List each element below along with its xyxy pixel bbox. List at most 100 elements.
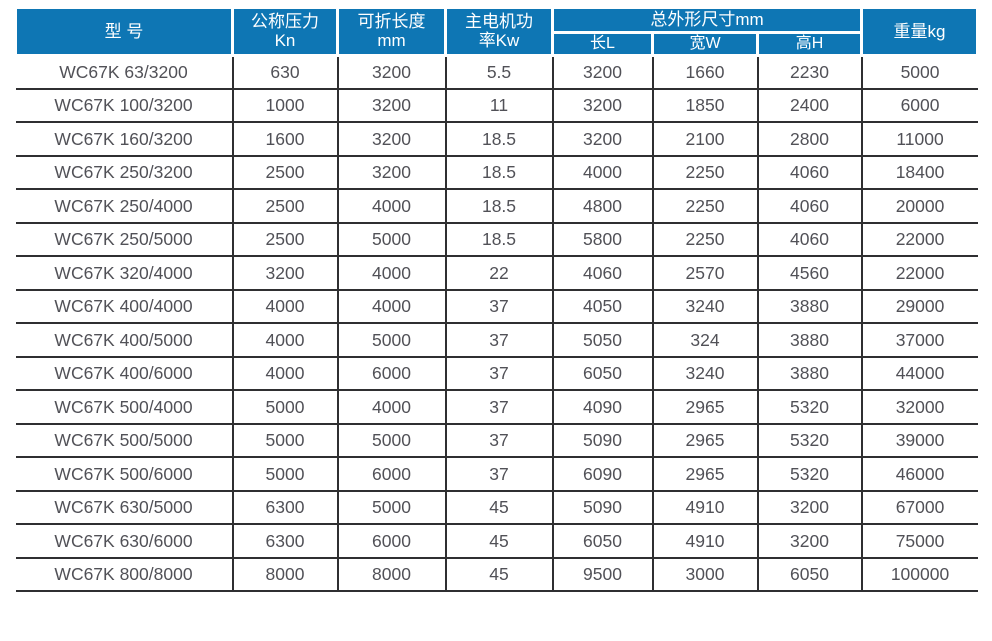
cell-nominal-pressure: 5000 bbox=[232, 423, 339, 459]
table-body: WC67K 63/3200 630 3200 5.5 3200 1660 2230 5000 W… bbox=[15, 55, 978, 593]
cell-fold-length: 6000 bbox=[337, 524, 447, 559]
cell-dim-height: 6050 bbox=[757, 557, 863, 593]
cell-nominal-pressure: 4000 bbox=[232, 356, 339, 392]
table-row: WC67K 630/5000 6300 5000 45 5090 4910 3200 6700… bbox=[15, 490, 978, 526]
cell-dim-width: 2250 bbox=[652, 189, 759, 224]
table-row: WC67K 250/4000 2500 4000 18.5 4800 2250 4060 20… bbox=[15, 189, 978, 224]
header-model: 型 号 bbox=[14, 6, 234, 57]
cell-model: WC67K 400/4000 bbox=[15, 289, 234, 325]
cell-dim-width: 3240 bbox=[652, 289, 759, 325]
table-row: WC67K 63/3200 630 3200 5.5 3200 1660 2230 5000 bbox=[15, 55, 978, 90]
header-fold-length-line1: 可折长度 bbox=[357, 11, 426, 31]
cell-dim-height: 2400 bbox=[757, 88, 863, 124]
cell-dim-width: 2250 bbox=[652, 222, 759, 258]
cell-dim-width: 2965 bbox=[652, 457, 759, 492]
cell-motor-power: 18.5 bbox=[445, 189, 554, 224]
cell-dim-length: 6050 bbox=[552, 524, 654, 559]
header-dim-length: 长L bbox=[551, 30, 654, 57]
cell-motor-power: 22 bbox=[445, 256, 554, 291]
cell-fold-length: 3200 bbox=[337, 55, 447, 90]
cell-dim-height: 3880 bbox=[757, 323, 863, 358]
cell-dim-width: 1850 bbox=[652, 88, 759, 124]
cell-dim-length: 4050 bbox=[552, 289, 654, 325]
cell-dim-length: 5050 bbox=[552, 323, 654, 358]
cell-dim-width: 3000 bbox=[652, 557, 759, 593]
cell-fold-length: 8000 bbox=[337, 557, 447, 593]
cell-weight: 67000 bbox=[861, 490, 978, 526]
table-row: WC67K 500/4000 5000 4000 37 4090 2965 5320 3200… bbox=[15, 390, 978, 425]
header-dim-height: 高H bbox=[755, 30, 864, 57]
cell-dim-height: 5320 bbox=[757, 390, 863, 425]
cell-weight: 29000 bbox=[861, 289, 978, 325]
header-fold-length-line2: mm bbox=[377, 31, 406, 51]
cell-dim-width: 2250 bbox=[652, 155, 759, 191]
cell-dim-length: 3200 bbox=[552, 55, 654, 90]
cell-model: WC67K 500/6000 bbox=[15, 457, 234, 492]
header-nominal-pressure-line2: Kn bbox=[274, 31, 296, 51]
cell-model: WC67K 250/3200 bbox=[15, 155, 234, 191]
cell-dim-height: 5320 bbox=[757, 423, 863, 459]
table-row: WC67K 160/3200 1600 3200 18.5 3200 2100 2800 11… bbox=[15, 122, 978, 157]
header-nominal-pressure: 公称压力 Kn bbox=[231, 6, 339, 57]
cell-nominal-pressure: 1600 bbox=[232, 122, 339, 157]
table-row: WC67K 800/8000 8000 8000 45 9500 3000 6050 1000… bbox=[15, 557, 978, 593]
cell-motor-power: 18.5 bbox=[445, 122, 554, 157]
cell-model: WC67K 160/3200 bbox=[15, 122, 234, 157]
cell-nominal-pressure: 6300 bbox=[232, 490, 339, 526]
cell-weight: 20000 bbox=[861, 189, 978, 224]
cell-model: WC67K 630/6000 bbox=[15, 524, 234, 559]
cell-dim-height: 2230 bbox=[757, 55, 863, 90]
cell-dim-width: 3240 bbox=[652, 356, 759, 392]
cell-weight: 22000 bbox=[861, 256, 978, 291]
table-row: WC67K 400/4000 4000 4000 37 4050 3240 3880 2900… bbox=[15, 289, 978, 325]
cell-nominal-pressure: 4000 bbox=[232, 323, 339, 358]
cell-weight: 75000 bbox=[861, 524, 978, 559]
cell-model: WC67K 100/3200 bbox=[15, 88, 234, 124]
cell-weight: 44000 bbox=[861, 356, 978, 392]
cell-fold-length: 3200 bbox=[337, 122, 447, 157]
cell-weight: 5000 bbox=[861, 55, 978, 90]
cell-fold-length: 4000 bbox=[337, 256, 447, 291]
cell-fold-length: 3200 bbox=[337, 88, 447, 124]
table-row: WC67K 100/3200 1000 3200 11 3200 1850 2400 6000 bbox=[15, 88, 978, 124]
cell-dim-length: 4800 bbox=[552, 189, 654, 224]
cell-fold-length: 6000 bbox=[337, 356, 447, 392]
cell-dim-length: 6090 bbox=[552, 457, 654, 492]
cell-motor-power: 37 bbox=[445, 457, 554, 492]
header-dimensions-group: 总外形尺寸mm bbox=[550, 6, 864, 34]
table-header: 型 号 公称压力 Kn 可折长度 mm 主电机功 率Kw 总外形尺寸mm 重量k… bbox=[14, 6, 980, 57]
table-row: WC67K 250/5000 2500 5000 18.5 5800 2250 4060 22… bbox=[15, 222, 978, 258]
cell-weight: 39000 bbox=[861, 423, 978, 459]
cell-dim-width: 1660 bbox=[652, 55, 759, 90]
cell-model: WC67K 800/8000 bbox=[15, 557, 234, 593]
cell-dim-height: 4060 bbox=[757, 189, 863, 224]
cell-dim-length: 4090 bbox=[552, 390, 654, 425]
cell-dim-width: 2570 bbox=[652, 256, 759, 291]
table-row: WC67K 400/6000 4000 6000 37 6050 3240 3880 4400… bbox=[15, 356, 978, 392]
cell-dim-width: 4910 bbox=[652, 524, 759, 559]
cell-dim-length: 6050 bbox=[552, 356, 654, 392]
cell-nominal-pressure: 2500 bbox=[232, 189, 339, 224]
cell-nominal-pressure: 6300 bbox=[232, 524, 339, 559]
cell-dim-width: 4910 bbox=[652, 490, 759, 526]
header-dim-width: 宽W bbox=[651, 30, 759, 57]
cell-weight: 18400 bbox=[861, 155, 978, 191]
cell-weight: 32000 bbox=[861, 390, 978, 425]
cell-model: WC67K 630/5000 bbox=[15, 490, 234, 526]
cell-dim-length: 4000 bbox=[552, 155, 654, 191]
cell-dim-width: 2965 bbox=[652, 423, 759, 459]
cell-weight: 46000 bbox=[861, 457, 978, 492]
cell-dim-height: 3880 bbox=[757, 289, 863, 325]
cell-weight: 100000 bbox=[861, 557, 978, 593]
cell-nominal-pressure: 4000 bbox=[232, 289, 339, 325]
cell-nominal-pressure: 1000 bbox=[232, 88, 339, 124]
cell-motor-power: 37 bbox=[445, 390, 554, 425]
cell-dim-height: 3880 bbox=[757, 356, 863, 392]
cell-motor-power: 45 bbox=[445, 557, 554, 593]
cell-dim-height: 3200 bbox=[757, 490, 863, 526]
cell-motor-power: 45 bbox=[445, 490, 554, 526]
cell-model: WC67K 63/3200 bbox=[15, 55, 234, 90]
header-fold-length: 可折长度 mm bbox=[336, 6, 447, 57]
cell-motor-power: 45 bbox=[445, 524, 554, 559]
cell-fold-length: 5000 bbox=[337, 423, 447, 459]
